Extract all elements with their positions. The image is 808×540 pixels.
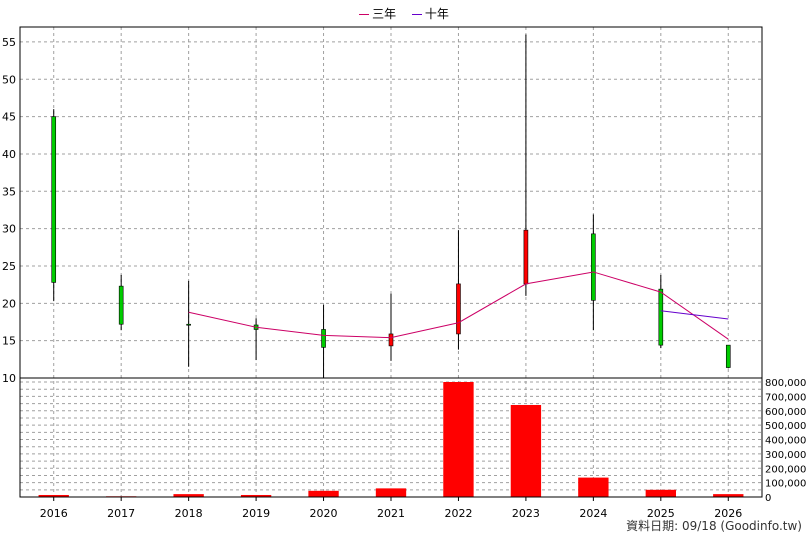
price-tick-label: 10 xyxy=(2,372,16,385)
price-tick-label: 40 xyxy=(2,148,16,161)
x-tick-label: 2017 xyxy=(107,507,135,520)
volume-tick-label: 800,000 xyxy=(765,378,806,389)
volume-layer xyxy=(38,382,744,498)
volume-tick-label: 300,000 xyxy=(765,450,806,461)
series-line-three-year xyxy=(188,271,729,340)
volume-bar xyxy=(375,488,407,497)
price-tick-label: 45 xyxy=(2,111,16,124)
candle-body xyxy=(321,329,326,348)
candle-body xyxy=(186,323,191,326)
volume-bar xyxy=(173,494,204,497)
candle-body xyxy=(658,288,664,346)
chart-legend: 三年 十年 xyxy=(0,5,808,22)
x-tick-label: 2018 xyxy=(175,507,203,520)
x-tick-label: 2022 xyxy=(444,507,472,520)
x-tick-label: 2021 xyxy=(377,507,405,520)
candle-body xyxy=(456,283,461,335)
volume-tick-label: 0 xyxy=(765,493,771,504)
series-line-ten-year xyxy=(660,310,729,320)
candle-body xyxy=(591,233,596,301)
source-note: 資料日期: 09/18 (Goodinfo.tw) xyxy=(626,519,802,533)
volume-tick-label: 600,000 xyxy=(765,407,806,418)
x-tick-label: 2020 xyxy=(310,507,338,520)
volume-tick-label: 400,000 xyxy=(765,436,806,447)
legend-item-ten-year: 十年 xyxy=(411,5,449,22)
price-tick-label: 15 xyxy=(2,335,16,348)
candle-body xyxy=(388,333,394,347)
legend-label-ten-year: 十年 xyxy=(424,7,449,21)
legend-swatch-three-year xyxy=(359,14,370,15)
legend-item-three-year: 三年 xyxy=(359,5,396,22)
x-tick-label: 2023 xyxy=(512,507,540,520)
price-tick-label: 20 xyxy=(2,297,16,310)
x-tick-label: 2019 xyxy=(242,507,270,520)
price-tick-label: 55 xyxy=(2,36,16,49)
candle-layer xyxy=(51,34,731,378)
x-tick-label: 2016 xyxy=(40,507,68,520)
axis-layer: 101520253035404550550100,000200,000300,0… xyxy=(2,26,806,520)
volume-tick-label: 100,000 xyxy=(765,479,806,490)
x-tick-label: 2025 xyxy=(647,507,675,520)
volume-bar xyxy=(578,477,609,497)
volume-bar xyxy=(38,494,69,497)
volume-bar xyxy=(713,494,744,497)
volume-tick-label: 500,000 xyxy=(765,421,806,432)
candle-body xyxy=(118,285,124,325)
legend-swatch-ten-year xyxy=(411,14,422,15)
price-tick-label: 35 xyxy=(2,185,16,198)
volume-tick-label: 200,000 xyxy=(765,464,806,475)
candle-body xyxy=(725,344,731,368)
price-tick-label: 50 xyxy=(2,73,16,86)
candle-body xyxy=(51,116,57,283)
price-tick-label: 30 xyxy=(2,223,16,236)
x-tick-label: 2026 xyxy=(714,507,742,520)
volume-bar xyxy=(645,489,676,497)
candle-body xyxy=(523,229,529,285)
volume-bar xyxy=(443,382,474,497)
price-tick-label: 25 xyxy=(2,260,16,273)
legend-label-three-year: 三年 xyxy=(372,7,397,21)
x-tick-label: 2024 xyxy=(579,507,607,520)
volume-bar xyxy=(510,405,542,497)
grid-layer xyxy=(20,27,762,498)
ma-layer xyxy=(188,271,729,340)
volume-tick-label: 700,000 xyxy=(765,392,806,403)
volume-bar xyxy=(308,490,339,497)
volume-bar xyxy=(240,494,272,497)
